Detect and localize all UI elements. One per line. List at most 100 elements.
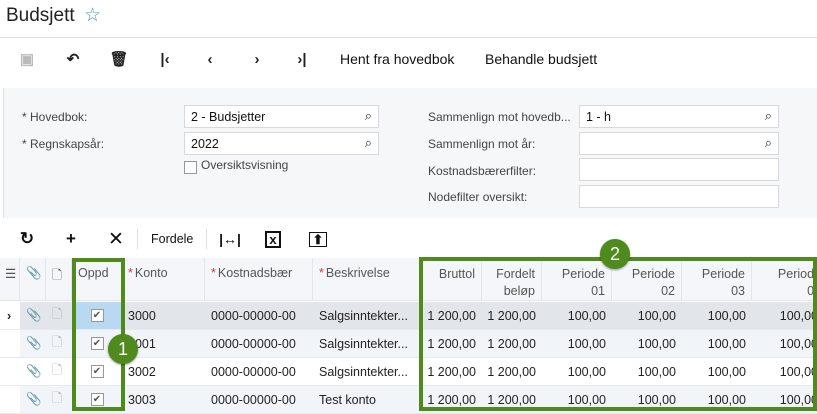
attachment-icon[interactable]: 📎 (26, 392, 42, 406)
search-icon[interactable]: ⌕ (364, 135, 372, 150)
note-icon[interactable]: 🗋 (52, 363, 63, 377)
undo-icon[interactable]: ↶ (66, 51, 80, 68)
fiscal-year-label: * Regnskapsår: (22, 137, 105, 151)
cell-p01[interactable]: 100,00 (567, 392, 606, 407)
col-fordelt[interactable]: Fordelt beløp (482, 258, 542, 300)
first-icon[interactable]: |‹ (160, 50, 170, 68)
cost-filter-input[interactable] (579, 158, 779, 181)
compare-ledger-input[interactable]: 1 - h ⌕ (579, 105, 779, 128)
cell-p04[interactable]: 100,00 (779, 392, 817, 407)
cell-p02[interactable]: 100,00 (637, 392, 676, 407)
oppd-checkbox[interactable]: ✔ (90, 365, 104, 378)
fiscal-year-input[interactable]: 2022 ⌕ (184, 132, 379, 155)
node-filter-input[interactable] (579, 185, 779, 208)
fetch-from-ledger-button[interactable]: Hent fra hovedbok (340, 51, 455, 67)
note-icon: 🗋 (46, 258, 72, 300)
overview-checkbox[interactable] (184, 161, 197, 174)
plus-icon[interactable]: + (66, 229, 76, 248)
col-periode-01[interactable]: Periode 01 (542, 258, 612, 300)
ledger-label: * Hovedbok: (22, 110, 88, 124)
trash-icon[interactable]: 🗑 (109, 51, 129, 68)
col-periode-04[interactable]: Periode04 (752, 258, 817, 300)
cell-beskr[interactable]: Test konto (319, 392, 376, 407)
cell-p04[interactable]: 100,00 (779, 336, 817, 351)
save-icon[interactable]: ▣ (19, 51, 35, 68)
compare-year-input[interactable]: ⌕ (579, 132, 779, 155)
fit-columns-icon[interactable]: |↔| (219, 231, 241, 247)
cell-kost[interactable]: 0000-00000-00 (211, 336, 296, 351)
cell-p01[interactable]: 100,00 (567, 336, 606, 351)
cell-konto[interactable]: 3003 (128, 392, 156, 407)
table-row[interactable]: 📎 🗋 ✔ 3003 0000-00000-00 Test konto 1 200,00… (0, 386, 817, 414)
cell-p01[interactable]: 100,00 (567, 308, 606, 323)
oppd-cell: ✔ (72, 302, 122, 329)
cell-p02[interactable]: 100,00 (637, 308, 676, 323)
col-oppd[interactable]: Oppd (72, 258, 122, 300)
overview-label: Oversiktsvisning (201, 158, 289, 172)
cell-fordelt[interactable]: 1 200,00 (487, 308, 536, 323)
prev-icon[interactable]: ‹ (207, 50, 213, 68)
cell-fordelt[interactable]: 1 200,00 (487, 336, 536, 351)
divider (206, 229, 207, 249)
search-icon[interactable]: ⌕ (764, 135, 772, 150)
cell-p02[interactable]: 100,00 (637, 364, 676, 379)
col-periode-02[interactable]: Periode 02 (612, 258, 682, 300)
oppd-checkbox[interactable]: ✔ (90, 337, 104, 350)
search-icon[interactable]: ⌕ (364, 108, 372, 123)
col-periode-03[interactable]: Periode 03 (682, 258, 752, 300)
cell-p02[interactable]: 100,00 (637, 336, 676, 351)
refresh-icon[interactable]: ↻ (19, 229, 35, 248)
cell-p03[interactable]: 100,00 (707, 336, 746, 351)
row-list-icon[interactable]: ☰ (0, 258, 20, 300)
cell-p03[interactable]: 100,00 (707, 308, 746, 323)
cell-konto[interactable]: 3000 (128, 308, 156, 323)
last-icon[interactable]: ›| (297, 50, 307, 68)
cell-beskr[interactable]: Salgsinntekter... (319, 308, 408, 323)
cell-beskr[interactable]: Salgsinntekter... (319, 336, 408, 351)
cell-fordelt[interactable]: 1 200,00 (487, 392, 536, 407)
col-konto[interactable]: * Konto (122, 258, 205, 300)
ledger-input[interactable]: 2 - Budsjetter ⌕ (184, 105, 379, 128)
cell-brutto[interactable]: 1 200,00 (427, 364, 476, 379)
process-budget-button[interactable]: Behandle budsjett (485, 51, 598, 67)
note-icon[interactable]: 🗋 (52, 391, 63, 405)
compare-year-label: Sammenlign mot år: (428, 137, 536, 151)
cell-brutto[interactable]: 1 200,00 (427, 392, 476, 407)
star-icon[interactable]: ☆ (84, 5, 102, 26)
col-beskrivelse[interactable]: * Beskrivelse (313, 258, 420, 300)
attachment-icon[interactable]: 📎 (26, 336, 42, 350)
upload-icon[interactable]: ⬆ (308, 228, 328, 250)
distribute-button[interactable]: Fordele (151, 232, 194, 246)
cell-beskr[interactable]: Salgsinntekter... (319, 364, 408, 379)
row-indicator-icon (0, 358, 20, 385)
cell-kost[interactable]: 0000-00000-00 (211, 308, 296, 323)
oppd-cell: ✔ (72, 386, 122, 413)
search-icon[interactable]: ⌕ (764, 108, 772, 123)
cell-kost[interactable]: 0000-00000-00 (211, 364, 296, 379)
excel-icon[interactable]: x (264, 228, 282, 250)
cell-p04[interactable]: 100,00 (779, 308, 817, 323)
x-icon[interactable]: ✕ (108, 228, 124, 250)
cell-p04[interactable]: 100,00 (779, 364, 817, 379)
cell-konto[interactable]: 3002 (128, 364, 156, 379)
note-icon[interactable]: 🗋 (52, 335, 63, 349)
attachment-icon[interactable]: 📎 (26, 308, 42, 322)
col-kostnadsbaer[interactable]: * Kostnadsbær (205, 258, 313, 300)
cell-kost[interactable]: 0000-00000-00 (211, 392, 296, 407)
col-brutto[interactable]: Bruttol (420, 258, 482, 300)
table-row[interactable]: › 📎 🗋 ✔ 3000 0000-00000-00 Salgsinntekter..… (0, 302, 817, 330)
cell-fordelt[interactable]: 1 200,00 (487, 364, 536, 379)
oppd-checkbox[interactable]: ✔ (90, 393, 104, 406)
table-row[interactable]: 📎 🗋 ✔ 3002 0000-00000-00 Salgsinntekter... 1… (0, 358, 817, 386)
node-filter-label: Nodefilter oversikt: (428, 190, 528, 204)
note-icon[interactable]: 🗋 (52, 307, 63, 321)
next-icon[interactable]: › (254, 50, 260, 68)
cell-p03[interactable]: 100,00 (707, 364, 746, 379)
oppd-checkbox[interactable]: ✔ (90, 309, 104, 322)
cell-brutto[interactable]: 1 200,00 (427, 336, 476, 351)
row-indicator-icon (0, 386, 20, 413)
cell-p01[interactable]: 100,00 (567, 364, 606, 379)
attachment-icon[interactable]: 📎 (26, 364, 42, 378)
cell-p03[interactable]: 100,00 (707, 392, 746, 407)
cell-brutto[interactable]: 1 200,00 (427, 308, 476, 323)
